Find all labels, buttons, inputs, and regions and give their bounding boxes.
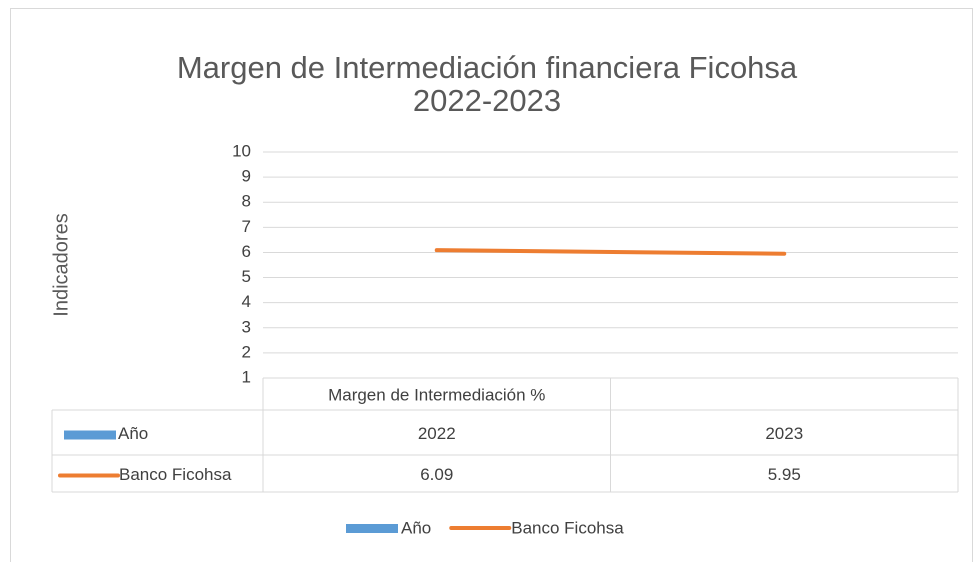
y-tick-label: 7 [242, 217, 251, 236]
y-tick-label: 10 [232, 141, 251, 160]
chart-frame [10, 8, 973, 562]
y-tick-label: 6 [242, 242, 251, 261]
table-value: 2023 [765, 424, 803, 443]
y-tick-label: 8 [242, 192, 251, 211]
table-series-name: Banco Ficohsa [119, 465, 232, 484]
legend-label: Año [401, 518, 431, 537]
chart-title: Margen de Intermediación financiera Fico… [177, 50, 798, 85]
y-tick-label: 4 [242, 292, 251, 311]
x-tick-label: Margen de Intermediación % [328, 385, 545, 404]
table-legend-key [64, 430, 116, 440]
y-tick-label: 2 [242, 342, 251, 361]
y-tick-label: 3 [242, 317, 251, 336]
y-axis-label: Indicadores [50, 213, 72, 316]
table-value: 6.09 [420, 465, 453, 484]
y-tick-label: 5 [242, 267, 251, 286]
table-series-name: Año [118, 424, 148, 443]
legend-label: Banco Ficohsa [511, 518, 624, 537]
table-value: 5.95 [768, 465, 801, 484]
table-value: 2022 [418, 424, 456, 443]
line [434, 248, 787, 256]
legend-key [346, 524, 398, 533]
y-tick-label: 1 [242, 367, 251, 386]
chart-subtitle: 2022-2023 [413, 83, 561, 118]
y-tick-label: 9 [242, 167, 251, 186]
